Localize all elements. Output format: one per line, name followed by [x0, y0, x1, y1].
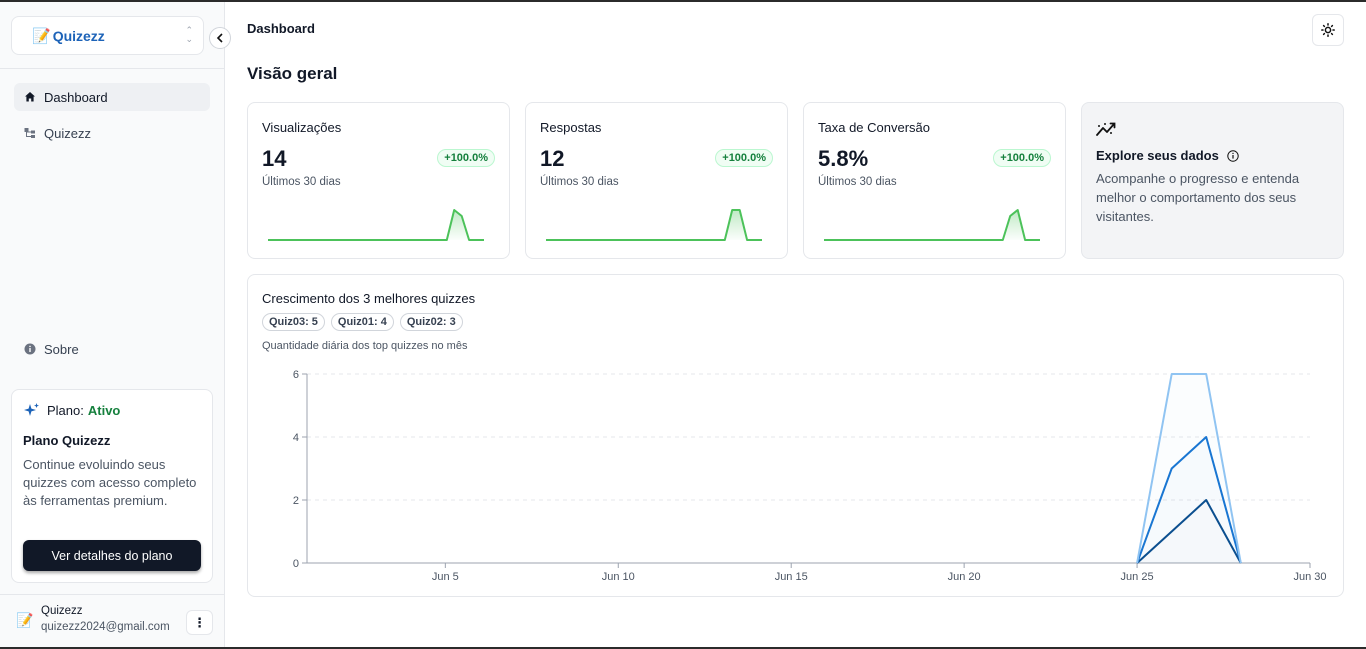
series-line-quiz03: [1136, 373, 1242, 564]
stat-card-responses: Respostas 12 +100.0% Últimos 30 dias: [525, 102, 788, 259]
user-name: Quizezz: [41, 605, 83, 617]
legend-chip-quiz03: Quiz03: 5: [262, 313, 325, 331]
sidebar-item-label: Sobre: [44, 341, 79, 357]
sun-icon: [1321, 23, 1335, 37]
growth-chart: 0 2 4 6 Jun 5 Jun 10 Jun 15 Jun 20 Jun 25 Jun 30: [293, 369, 1327, 583]
x-tick-label: Jun 25: [1121, 571, 1154, 583]
stat-value: 12: [540, 146, 565, 171]
app-switcher[interactable]: 📝 Quizezz ⌃ ⌄: [11, 16, 204, 55]
explore-title: Explore seus dados: [1096, 148, 1239, 163]
collapse-sidebar-button[interactable]: [209, 27, 231, 49]
hierarchy-icon: [23, 127, 37, 139]
chevron-left-icon: [216, 33, 223, 43]
chevron-up-down-icon: ⌃ ⌄: [185, 25, 193, 44]
y-tick-label: 6: [293, 369, 299, 381]
sparkles-icon: [23, 402, 40, 419]
stat-value: 14: [262, 146, 287, 171]
info-icon: [23, 343, 37, 355]
stat-card-conversion: Taxa de Conversão 5.8% +100.0% Últimos 3…: [803, 102, 1066, 259]
trend-badge: +100.0%: [437, 149, 495, 167]
sparkline: [546, 209, 762, 241]
growth-chart-card: Crescimento dos 3 melhores quizzes Quiz0…: [247, 274, 1344, 597]
sparkline-area: [546, 210, 762, 240]
stat-title: Taxa de Conversão: [818, 120, 931, 135]
trend-badge: +100.0%: [993, 149, 1051, 167]
plan-label: Plano:: [47, 403, 84, 418]
section-title: Visão geral: [247, 64, 338, 83]
chart-subtitle: Quantidade diária dos top quizzes no mês: [262, 340, 468, 352]
trend-badge: +100.0%: [715, 149, 773, 167]
page-title: Dashboard: [247, 21, 315, 36]
sparkline-area: [268, 210, 484, 240]
info-icon: [1227, 149, 1239, 162]
legend-chips: Quiz03: 5 Quiz01: 4 Quiz02: 3: [262, 313, 463, 331]
x-tick-label: Jun 30: [1293, 571, 1326, 583]
y-tick-label: 4: [293, 432, 299, 444]
home-icon: [23, 91, 37, 103]
x-tick-label: Jun 10: [602, 571, 635, 583]
theme-toggle-button[interactable]: [1312, 14, 1344, 46]
series-area-quiz01: [1137, 437, 1241, 563]
sparkline: [268, 209, 484, 241]
app-name: Quizezz: [52, 27, 105, 44]
trending-icon: [1096, 122, 1116, 136]
y-tick-label: 0: [293, 558, 299, 570]
series-line-quiz01: [1136, 436, 1242, 564]
explore-title-text: Explore seus dados: [1096, 148, 1219, 163]
x-tick-label: Jun 20: [948, 571, 981, 583]
sidebar-item-label: Dashboard: [44, 89, 108, 105]
chart-title: Crescimento dos 3 melhores quizzes: [262, 291, 476, 306]
x-tick-label: Jun 5: [432, 571, 459, 583]
stat-title: Visualizações: [262, 120, 342, 135]
sparkline-line: [824, 209, 1040, 241]
sparkline-line: [546, 209, 762, 241]
plan-card: Plano: Ativo Plano Quizezz Continue evol…: [11, 389, 213, 583]
y-tick-label: 2: [293, 495, 299, 507]
sidebar-item-dashboard[interactable]: Dashboard: [14, 83, 210, 111]
stat-value: 5.8%: [818, 146, 869, 171]
x-tick-label: Jun 15: [775, 571, 808, 583]
plan-status-badge: Ativo: [87, 403, 121, 418]
explore-card[interactable]: Explore seus dados Acompanhe o progresso…: [1081, 102, 1344, 259]
stat-title: Respostas: [540, 120, 602, 135]
stat-period: Últimos 30 dias: [262, 176, 341, 188]
user-divider: [0, 594, 224, 595]
stat-period: Últimos 30 dias: [818, 176, 897, 188]
explore-description: Acompanhe o progresso e entenda melhor o…: [1096, 171, 1300, 224]
sidebar: 📝 Quizezz ⌃ ⌄ Dashboard Quizezz Sobre Pla…: [0, 2, 225, 647]
main-content: Dashboard Visão geral Visualizações 14 +…: [225, 2, 1366, 647]
sidebar-divider: [0, 68, 224, 69]
sparkline-line: [268, 209, 484, 241]
stat-card-views: Visualizações 14 +100.0% Últimos 30 dias: [247, 102, 510, 259]
legend-chip-quiz01: Quiz01: 4: [330, 313, 394, 331]
user-profile: 📝 Quizezz quizezz2024@gmail.com ⋮: [16, 604, 216, 640]
plan-header: Plano: Ativo: [23, 402, 201, 419]
sparkline: [824, 209, 1040, 241]
series-line-quiz02: [1136, 499, 1242, 564]
plan-description: Continue evoluindo seus quizzes com aces…: [23, 457, 197, 508]
legend-chip-quiz02: Quiz02: 3: [399, 313, 463, 331]
avatar: 📝: [16, 612, 34, 628]
stat-period: Últimos 30 dias: [540, 176, 619, 188]
user-menu-button[interactable]: ⋮: [186, 610, 213, 635]
sidebar-item-quizezz[interactable]: Quizezz: [14, 119, 210, 147]
plan-title: Plano Quizezz: [23, 433, 111, 448]
plan-details-button[interactable]: Ver detalhes do plano: [23, 540, 201, 571]
user-email: quizezz2024@gmail.com: [41, 621, 170, 633]
series-area-quiz02: [1137, 500, 1241, 563]
app-logo-icon: 📝: [32, 27, 51, 45]
sidebar-item-sobre[interactable]: Sobre: [14, 335, 210, 363]
sidebar-item-label: Quizezz: [44, 125, 91, 141]
series-area-quiz03: [1137, 374, 1241, 563]
